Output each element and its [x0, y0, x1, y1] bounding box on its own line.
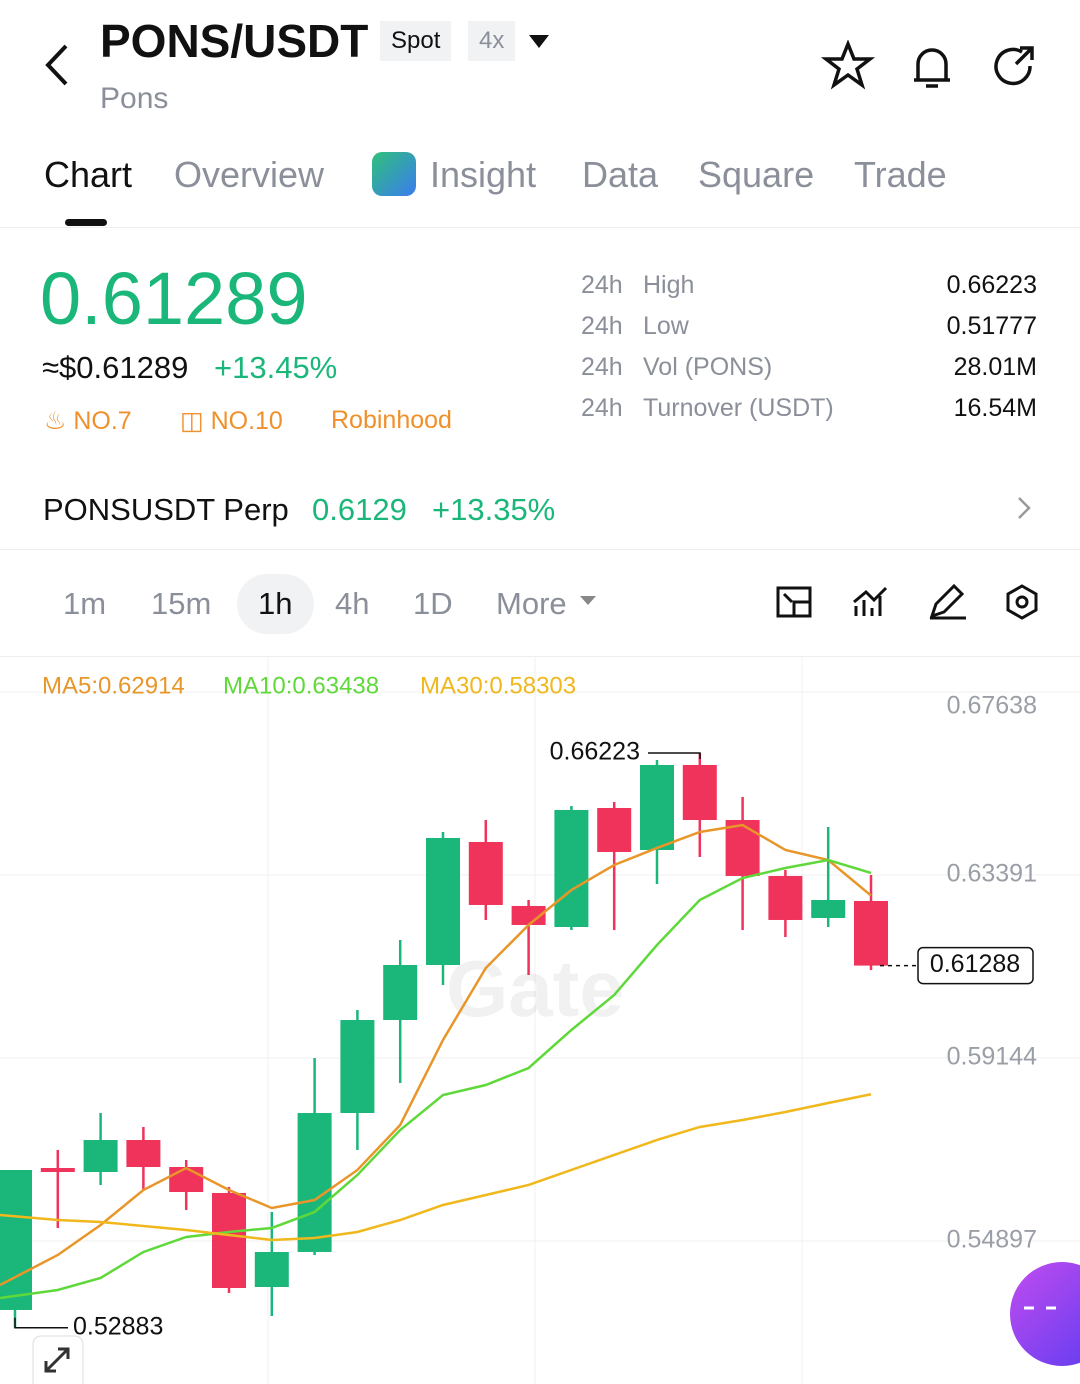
badge: 4x [468, 21, 516, 61]
y-tick-label: 0.67638 [947, 692, 1037, 720]
stat-period: 24h [581, 394, 623, 422]
tag: NO.10 [210, 407, 283, 435]
more-arrow[interactable] [560, 592, 600, 614]
y-tick-label: 0.59144 [947, 1043, 1037, 1071]
interval-active-bg [237, 574, 314, 634]
high-leader [648, 752, 701, 759]
low-leader [14, 1317, 68, 1329]
candle-body [511, 905, 546, 925]
stat-value: 0.66223 [946, 271, 1037, 299]
tab[interactable]: Trade [854, 154, 947, 195]
perp-name[interactable]: PONSUSDT Perp [43, 492, 289, 527]
stat-period: 24h [581, 312, 623, 340]
tag: Robinhood [331, 406, 452, 434]
legend-entry: MA30:0.58303 [420, 672, 576, 699]
tag-rank: ♨ NO.7 [44, 407, 132, 435]
ma-line [0, 823, 872, 1287]
stat-value: 0.51777 [946, 312, 1037, 340]
tag-rank: ◫ NO.10 [180, 407, 283, 435]
usd-price: ≈$0.61289 [42, 350, 189, 385]
candle-body [297, 1113, 332, 1252]
interval[interactable]: More [496, 586, 567, 621]
candle-body [83, 1139, 118, 1173]
divider [0, 549, 1080, 550]
y-tick-label: 0.63391 [947, 860, 1037, 888]
interval[interactable]: 4h [335, 586, 370, 621]
last-box [917, 946, 1034, 985]
stat-label: High [643, 271, 695, 299]
candle-body [682, 764, 717, 821]
candle-body [212, 1192, 246, 1288]
assistant-bubble[interactable] [1010, 1262, 1080, 1366]
candle-body [854, 900, 888, 966]
candle-body [169, 1167, 204, 1192]
badge: Spot [380, 21, 452, 61]
perp-price: 0.6129 [312, 492, 407, 527]
stat-label: Vol (PONS) [643, 353, 773, 381]
perp-change: +13.35% [432, 492, 556, 527]
candle-body [254, 1251, 289, 1288]
candle-body [768, 875, 803, 920]
expand-button[interactable] [32, 1335, 84, 1384]
candle-body [40, 1167, 75, 1173]
interval[interactable]: 1D [413, 586, 453, 621]
price-change: +13.45% [214, 350, 338, 385]
tab[interactable]: Square [698, 154, 815, 195]
stat-label: Turnover (USDT) [643, 394, 834, 422]
tab[interactable]: Insight [430, 154, 537, 195]
candle-body [426, 837, 460, 966]
dropdown[interactable] [528, 34, 550, 50]
high-label: 0.66223 [550, 738, 640, 766]
candle-body [725, 820, 760, 876]
candle-body [811, 899, 846, 918]
ma-line [0, 1093, 872, 1242]
stat-value: 16.54M [953, 394, 1037, 422]
stat-value: 28.01M [953, 353, 1037, 381]
candle-body [0, 1169, 32, 1310]
legend-entry: MA5:0.62914 [42, 672, 185, 699]
divider [0, 656, 1080, 657]
watermark: Gate [446, 944, 624, 1033]
interval[interactable]: 1h [258, 586, 293, 621]
candlestick-chart: Gate 0.67638 0.63391 0.59144 0.54897 MA5:0.62… [0, 657, 1080, 1384]
last-label: 0.61288 [930, 950, 1020, 978]
insight-icon[interactable] [372, 152, 416, 196]
tag: NO.7 [73, 407, 132, 435]
low-label: 0.52883 [73, 1312, 163, 1340]
interval[interactable]: 1m [63, 586, 107, 621]
pair: PONS/USDT [100, 15, 369, 67]
last-price: 0.61289 [40, 257, 308, 340]
stat-label: Low [643, 312, 689, 340]
candle-body [468, 841, 503, 905]
tab[interactable]: Chart [44, 154, 133, 195]
tab[interactable]: Overview [174, 154, 325, 195]
stat-period: 24h [581, 353, 623, 381]
back-icon[interactable] [40, 42, 76, 88]
candle-body [597, 807, 632, 852]
tab-indicator [65, 219, 107, 226]
candle-body [126, 1139, 161, 1168]
legend-entry: MA10:0.63438 [223, 672, 379, 699]
divider [0, 227, 1080, 228]
header-icons[interactable] [820, 40, 1050, 92]
y-tick-label: 0.54897 [947, 1226, 1037, 1254]
stat-period: 24h [581, 271, 623, 299]
interval[interactable]: 15m [151, 586, 212, 621]
candle-body [383, 965, 418, 1020]
coin-name: Pons [100, 82, 169, 115]
ma-line [0, 858, 872, 1300]
chevron[interactable] [1016, 496, 1032, 520]
candle-body [340, 1019, 375, 1114]
candle-body [554, 809, 589, 927]
candle-body [640, 764, 674, 850]
toolbar-icons[interactable] [770, 580, 1050, 626]
tab[interactable]: Data [582, 154, 659, 195]
